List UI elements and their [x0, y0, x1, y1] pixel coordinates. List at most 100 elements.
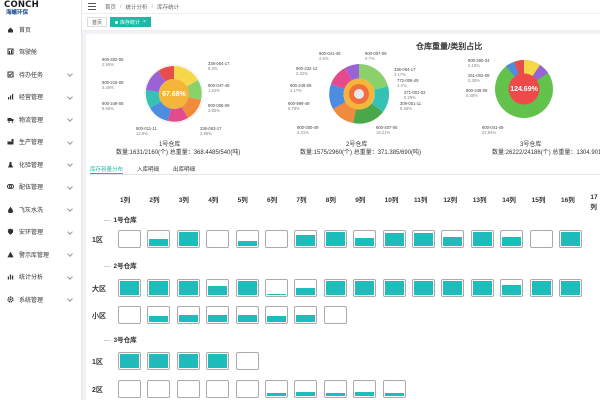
storage-cell[interactable]	[559, 279, 582, 297]
chevron-down-icon[interactable]	[67, 251, 73, 257]
storage-cell[interactable]	[323, 230, 347, 248]
close-icon[interactable]: ×	[143, 19, 146, 25]
storage-cell[interactable]	[294, 279, 318, 297]
storage-cell[interactable]	[412, 230, 435, 248]
storage-cell[interactable]	[206, 380, 230, 398]
sidebar-item[interactable]: 经营管理	[0, 86, 81, 109]
storage-cell[interactable]	[500, 279, 524, 297]
storage-cell[interactable]	[441, 230, 465, 248]
sidebar-item[interactable]: 首页	[0, 18, 81, 41]
storage-cell[interactable]	[206, 279, 230, 297]
storage-cell[interactable]	[118, 279, 141, 297]
storage-cell[interactable]	[441, 279, 465, 297]
tab-capacity[interactable]: 库存容量分布	[90, 167, 124, 174]
sidebar-item[interactable]: 化验管理	[0, 153, 81, 176]
storage-cell[interactable]	[412, 279, 435, 297]
storage-cell[interactable]	[118, 306, 141, 324]
storage-cell[interactable]	[353, 230, 377, 248]
donut-2-svg[interactable]	[266, 34, 446, 162]
donut-1-svg[interactable]: 67.68%	[86, 34, 266, 162]
chevron-down-icon[interactable]	[67, 93, 73, 100]
storage-cell[interactable]	[176, 306, 200, 324]
sidebar-item[interactable]: 物流管理	[0, 108, 81, 131]
storage-cell[interactable]	[176, 230, 200, 248]
storage-cell[interactable]	[470, 279, 494, 297]
sidebar-item[interactable]: 配伍管理	[0, 176, 81, 199]
storage-cell[interactable]	[323, 306, 347, 324]
storage-cell[interactable]	[265, 380, 288, 398]
storage-cell[interactable]	[559, 230, 582, 248]
sidebar-item[interactable]: 系统管理	[0, 288, 81, 311]
storage-cell[interactable]	[294, 230, 318, 248]
sidebar-item[interactable]: 安环管理	[0, 221, 81, 244]
storage-cell[interactable]	[294, 306, 318, 324]
sidebar-item[interactable]: 驾驶舱	[0, 41, 81, 64]
storage-cell[interactable]	[265, 230, 288, 248]
storage-cell[interactable]	[470, 230, 494, 248]
storage-cell[interactable]	[147, 230, 171, 248]
storage-cell-fill	[296, 392, 316, 396]
zone-label: 2区	[92, 387, 103, 394]
chevron-down-icon[interactable]	[67, 138, 73, 145]
storage-cell[interactable]	[323, 380, 347, 398]
sidebar-item[interactable]: 警示库管理	[0, 243, 81, 266]
storage-cell[interactable]	[235, 279, 259, 297]
storage-cell-fill	[149, 316, 169, 322]
tab-inbound[interactable]: 入库明细	[137, 167, 160, 173]
storage-cell[interactable]	[382, 230, 406, 248]
storage-cell-fill	[561, 232, 580, 246]
chevron-down-icon[interactable]	[67, 206, 73, 212]
storage-cell[interactable]	[147, 380, 171, 398]
chevron-down-icon[interactable]	[67, 71, 73, 77]
storage-cell[interactable]	[206, 230, 230, 248]
page-tabs: 首页 库存统计 ×	[82, 14, 600, 31]
storage-cell[interactable]	[294, 380, 318, 398]
chevron-down-icon[interactable]	[67, 161, 73, 167]
menu-toggle-icon[interactable]	[88, 3, 96, 10]
sidebar-item[interactable]: 生产管理	[0, 131, 81, 154]
chevron-down-icon[interactable]	[67, 228, 73, 235]
logo-sub: 海螺环保	[6, 10, 29, 16]
storage-cell[interactable]	[118, 352, 141, 370]
storage-cell[interactable]	[382, 380, 406, 398]
breadcrumb-stats[interactable]: 统计分析	[125, 4, 148, 11]
storage-cell[interactable]	[323, 279, 347, 297]
storage-cell[interactable]	[206, 352, 230, 370]
storage-cell[interactable]	[500, 230, 524, 248]
storage-cell[interactable]	[235, 380, 259, 398]
storage-cell[interactable]	[176, 279, 200, 297]
page-tab-inventory[interactable]: 库存统计 ×	[110, 17, 151, 27]
storage-cell[interactable]	[235, 230, 259, 248]
logo[interactable]: CONCH 海螺环保	[0, 0, 81, 18]
storage-cell[interactable]	[147, 306, 171, 324]
storage-cell[interactable]	[529, 230, 553, 248]
storage-cell[interactable]	[353, 279, 377, 297]
storage-cell[interactable]	[118, 230, 141, 248]
storage-cell[interactable]	[353, 380, 377, 398]
storage-cell[interactable]	[147, 352, 171, 370]
chevron-down-icon[interactable]	[67, 296, 73, 302]
storage-cell[interactable]	[147, 279, 171, 297]
breadcrumb-current: 库存统计	[157, 4, 180, 11]
breadcrumb-home[interactable]: 首页	[105, 4, 117, 11]
chevron-down-icon[interactable]	[67, 116, 73, 122]
storage-cell[interactable]	[176, 352, 200, 370]
storage-cell[interactable]	[265, 279, 288, 297]
storage-cell[interactable]	[176, 380, 200, 398]
chevron-down-icon[interactable]	[67, 273, 73, 280]
storage-cell[interactable]	[265, 306, 288, 324]
storage-cell[interactable]	[235, 306, 259, 324]
donut-label: 336-064-17 3.17%	[394, 67, 416, 77]
storage-cell[interactable]	[235, 352, 259, 370]
chevron-down-icon[interactable]	[67, 183, 73, 190]
tab-outbound[interactable]: 出库明细	[173, 167, 196, 173]
sidebar-item[interactable]: 待办任务	[0, 63, 81, 86]
storage-cell[interactable]	[529, 279, 553, 297]
donut-3-svg[interactable]: 124.69%	[446, 34, 600, 162]
sidebar-item[interactable]: 统计分析	[0, 266, 81, 289]
storage-cell[interactable]	[382, 279, 406, 297]
page-tab-home[interactable]: 首页	[87, 17, 108, 27]
storage-cell[interactable]	[118, 380, 141, 398]
storage-cell[interactable]	[206, 306, 230, 324]
sidebar-item[interactable]: 飞灰水洗	[0, 198, 81, 221]
